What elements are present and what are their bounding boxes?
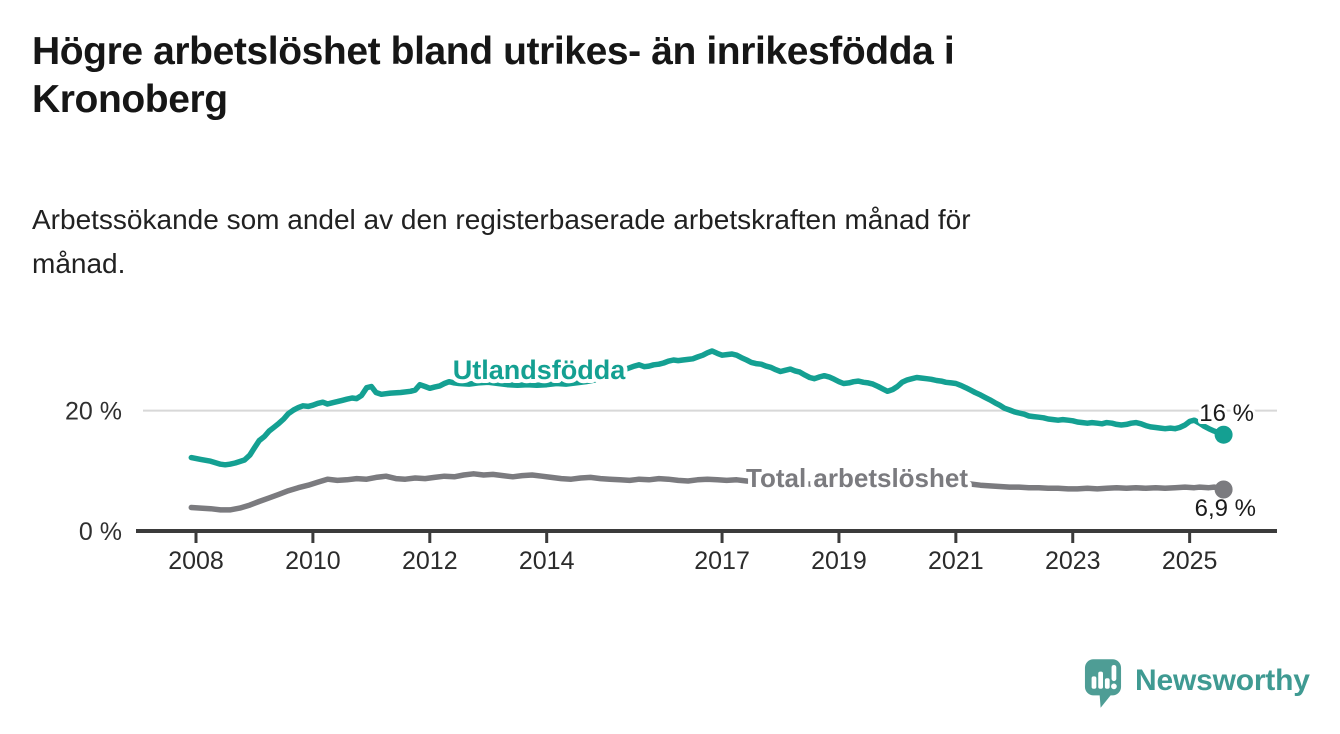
chart-subtitle-line1: Arbetssökande som andel av den registerb… xyxy=(32,204,971,235)
x-axis-tick-label: 2008 xyxy=(168,547,224,575)
x-axis-tick-label: 2025 xyxy=(1162,547,1218,575)
series-end-dot-total xyxy=(1214,480,1233,499)
end-value-label-utlandsfodda: 16 % xyxy=(1199,400,1254,427)
exclamation-dot xyxy=(1111,683,1117,690)
series-label-utlandsfodda: Utlandsfödda xyxy=(453,355,626,385)
bar-3 xyxy=(1104,678,1110,689)
newsworthy-logo: Newsworthy xyxy=(1084,658,1310,709)
x-axis-tick-label: 2012 xyxy=(402,547,458,575)
newsworthy-logo-icon xyxy=(1084,659,1122,708)
x-axis-tick-label: 2017 xyxy=(694,547,750,575)
x-axis-tick-label: 2019 xyxy=(811,547,867,575)
end-value-label-total: 6,9 % xyxy=(1195,495,1256,522)
page-title-line1: Högre arbetslöshet bland utrikes- än inr… xyxy=(32,30,955,73)
series-end-dot-utlandsfodda xyxy=(1214,425,1233,444)
x-axis-tick-label: 2023 xyxy=(1045,547,1101,575)
series-label-total-arbetsloshet: Total arbetslöshet xyxy=(746,463,968,493)
x-axis-tick-label: 2014 xyxy=(519,547,575,575)
exclamation-stem xyxy=(1111,664,1117,682)
y-axis-tick-label: 20 % xyxy=(65,398,122,426)
series-line-utlandsfodda xyxy=(188,348,1227,468)
chart-subtitle: Arbetssökande som andel av den registerb… xyxy=(32,198,1272,286)
bar-2 xyxy=(1098,671,1103,689)
page-title-line2: Kronoberg xyxy=(32,78,228,121)
x-axis-tick-label: 2010 xyxy=(285,547,341,575)
page-title: Högre arbetslöshet bland utrikes- än inr… xyxy=(32,28,1302,124)
bar-1 xyxy=(1091,676,1097,689)
x-axis-tick-label: 2021 xyxy=(928,547,984,575)
newsworthy-logo-text: Newsworthy xyxy=(1135,664,1310,697)
chart-subtitle-line2: månad. xyxy=(32,248,126,279)
y-axis-tick-label: 0 % xyxy=(79,518,122,546)
series-line-total-arbetsloshet xyxy=(188,471,1227,513)
